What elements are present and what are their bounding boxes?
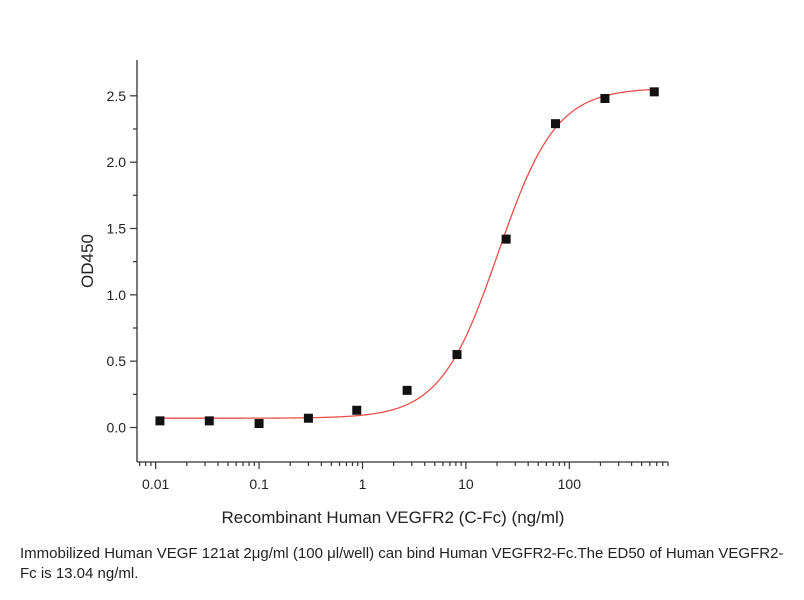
y-tick-label: 2.5 — [107, 88, 127, 104]
data-points — [155, 87, 659, 429]
data-point — [352, 405, 362, 415]
fit-curve — [159, 88, 655, 419]
dose-response-chart: 0.0 0.5 1.0 1.5 2.0 2.5 0.01 0.1 1 10 100 Recombi… — [78, 60, 669, 527]
data-point — [155, 416, 165, 426]
y-tick-label: 0.0 — [107, 420, 127, 436]
y-tick-label: 1.5 — [107, 220, 127, 236]
x-tick-label: 0.1 — [249, 476, 269, 492]
data-point — [254, 419, 264, 429]
y-axis-ticks: 0.0 0.5 1.0 1.5 2.0 2.5 — [107, 88, 137, 436]
y-tick-label: 0.5 — [107, 353, 127, 369]
data-point — [402, 385, 412, 395]
data-point — [204, 416, 214, 426]
x-axis-ticks: 0.01 0.1 1 10 100 — [139, 462, 669, 492]
y-axis-label: OD450 — [78, 234, 97, 288]
data-point — [501, 234, 511, 244]
data-point — [452, 350, 462, 360]
figure-caption: Immobilized Human VEGF 121at 2μg/ml (100… — [20, 545, 784, 582]
data-point — [550, 119, 560, 129]
x-tick-label: 10 — [458, 476, 474, 492]
y-tick-label: 1.0 — [107, 287, 127, 303]
x-axis-label: Recombinant Human VEGFR2 (C-Fc) (ng/ml) — [222, 508, 565, 527]
x-tick-label: 1 — [359, 476, 367, 492]
x-tick-label: 100 — [558, 476, 582, 492]
data-point — [303, 413, 313, 423]
y-tick-label: 2.0 — [107, 154, 127, 170]
x-tick-label: 0.01 — [142, 476, 169, 492]
data-point — [649, 87, 659, 97]
data-point — [600, 93, 610, 103]
